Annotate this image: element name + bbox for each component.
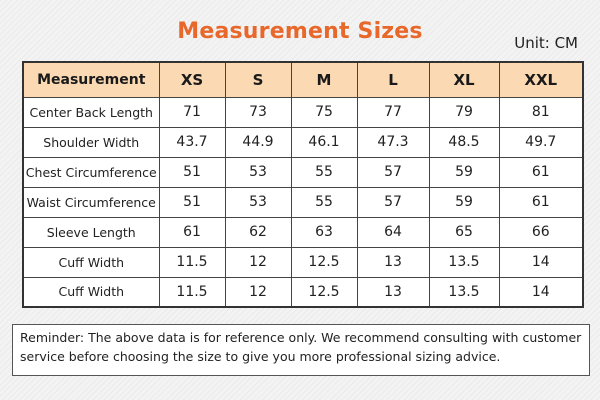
page-title: Measurement Sizes (177, 19, 423, 44)
header-cell-xs: XS (158, 61, 226, 98)
table-cell: 43.7 (158, 126, 226, 158)
table-row: Sleeve Length 61 62 63 64 65 66 (22, 216, 584, 248)
table-cell: 61 (498, 156, 584, 188)
table-cell: 62 (224, 216, 292, 248)
table-cell: 14 (498, 246, 584, 278)
table-cell: 61 (498, 186, 584, 218)
table-cell: 55 (290, 186, 358, 218)
table-cell: 51 (158, 156, 226, 188)
row-label: Sleeve Length (22, 216, 160, 248)
reminder-note: Reminder: The above data is for referenc… (12, 324, 590, 376)
table-cell: 81 (498, 96, 584, 128)
table-row: Cuff Width 11.5 12 12.5 13 13.5 14 (22, 276, 584, 308)
table-cell: 77 (356, 96, 430, 128)
header-cell-measurement: Measurement (22, 61, 160, 98)
table-cell: 63 (290, 216, 358, 248)
table-cell: 12.5 (290, 276, 358, 308)
table-cell: 51 (158, 186, 226, 218)
table-row: Cuff Width 11.5 12 12.5 13 13.5 14 (22, 246, 584, 278)
table-cell: 11.5 (158, 246, 226, 278)
table-cell: 61 (158, 216, 226, 248)
table-cell: 12 (224, 276, 292, 308)
row-label: Cuff Width (22, 246, 160, 278)
table-row: Chest Circumference 51 53 55 57 59 61 (22, 156, 584, 188)
table-cell: 13 (356, 276, 430, 308)
table-cell: 71 (158, 96, 226, 128)
table-cell: 75 (290, 96, 358, 128)
table-cell: 46.1 (290, 126, 358, 158)
table-cell: 57 (356, 156, 430, 188)
table-cell: 64 (356, 216, 430, 248)
table-cell: 44.9 (224, 126, 292, 158)
table-cell: 12 (224, 246, 292, 278)
row-label: Center Back Length (22, 96, 160, 128)
header-cell-xxl: XXL (498, 61, 584, 98)
table-cell: 59 (428, 186, 500, 218)
row-label: Shoulder Width (22, 126, 160, 158)
table-cell: 13.5 (428, 246, 500, 278)
table-cell: 73 (224, 96, 292, 128)
header-cell-m: M (290, 61, 358, 98)
table-cell: 65 (428, 216, 500, 248)
table-row: Shoulder Width 43.7 44.9 46.1 47.3 48.5 … (22, 126, 584, 158)
table-cell: 49.7 (498, 126, 584, 158)
table-cell: 59 (428, 156, 500, 188)
header-cell-l: L (356, 61, 430, 98)
table-row: Waist Circumference 51 53 55 57 59 61 (22, 186, 584, 218)
unit-label: Unit: CM (514, 34, 578, 52)
table-cell: 66 (498, 216, 584, 248)
table-cell: 47.3 (356, 126, 430, 158)
table-cell: 53 (224, 186, 292, 218)
header-cell-xl: XL (428, 61, 500, 98)
table-cell: 11.5 (158, 276, 226, 308)
header-cell-s: S (224, 61, 292, 98)
table-cell: 79 (428, 96, 500, 128)
size-chart-table: Measurement XS S M L XL XXL Center Back … (22, 61, 584, 308)
table-cell: 14 (498, 276, 584, 308)
table-cell: 13 (356, 246, 430, 278)
table-cell: 12.5 (290, 246, 358, 278)
table-cell: 55 (290, 156, 358, 188)
table-header-row: Measurement XS S M L XL XXL (22, 61, 584, 98)
row-label: Chest Circumference (22, 156, 160, 188)
table-cell: 13.5 (428, 276, 500, 308)
table-cell: 57 (356, 186, 430, 218)
row-label: Cuff Width (22, 276, 160, 308)
table-cell: 48.5 (428, 126, 500, 158)
row-label: Waist Circumference (22, 186, 160, 218)
table-row: Center Back Length 71 73 75 77 79 81 (22, 96, 584, 128)
table-cell: 53 (224, 156, 292, 188)
